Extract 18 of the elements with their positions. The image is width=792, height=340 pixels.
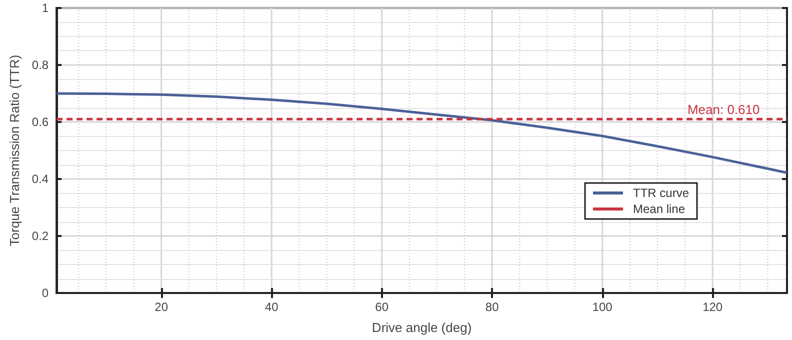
line-series — [55, 92, 788, 174]
y-tick-label: 0.8 — [32, 58, 49, 72]
legend-label: Mean line — [632, 202, 686, 216]
annotation: Mean: 0.610 — [687, 102, 760, 118]
x-tick-label: 100 — [592, 300, 613, 314]
x-tick-label: 60 — [375, 300, 389, 314]
x-tick-label: 40 — [264, 300, 279, 314]
legend-label: TTR curve — [632, 186, 690, 200]
x-axis-title: Drive angle (deg) — [372, 320, 472, 335]
x-tick-label: 120 — [702, 300, 723, 314]
x-tick-label: 80 — [485, 300, 500, 314]
y-tick-label: 0.2 — [32, 229, 49, 243]
y-tick-label: 0 — [42, 286, 49, 300]
y-tick-label: 0.6 — [32, 115, 49, 129]
y-tick-label: 1 — [42, 1, 49, 15]
y-tick-label: 0.4 — [32, 172, 49, 186]
x-tick-label: 20 — [154, 300, 168, 314]
y-axis-title: Torque Transmission Ratio (TTR) — [7, 54, 22, 246]
